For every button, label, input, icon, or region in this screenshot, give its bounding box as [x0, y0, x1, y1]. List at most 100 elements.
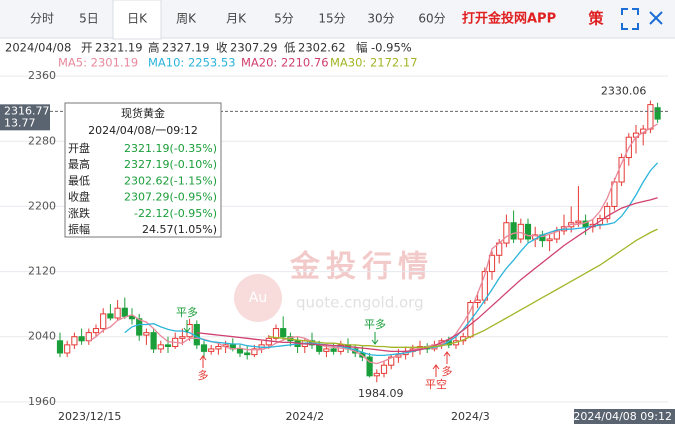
tooltip-value: 2321.19(-0.35%) — [124, 142, 217, 155]
candle-body — [200, 344, 208, 352]
candle-body — [56, 340, 64, 354]
candle-body — [388, 356, 395, 366]
x-tick-label: 2024/04/08 09:12 — [573, 410, 672, 423]
candle-body — [647, 104, 654, 130]
tab[interactable]: 5日 — [79, 12, 99, 26]
candle-body — [244, 352, 251, 356]
candle-body — [330, 348, 337, 352]
watermark: Au 金投行情 quote.cngold.org — [234, 250, 434, 322]
candle-body — [150, 332, 157, 350]
tabs: 分时 5日 日K 周K 月K 5分 15分 30分 60分 — [30, 0, 446, 40]
candle-body — [208, 348, 215, 352]
signals: 平多 多 平多 平空 多 — [176, 305, 453, 391]
info-text: 高 — [148, 41, 160, 55]
info-text: -0.95% — [371, 41, 412, 55]
candle-body — [128, 315, 136, 320]
tab[interactable]: 月K — [226, 12, 247, 26]
candle-body — [604, 205, 611, 220]
ma-line — [196, 197, 658, 353]
tooltip-value: 2327.19(-0.10%) — [124, 158, 217, 171]
info-text: 2327.19 — [162, 41, 210, 55]
tooltip-value: -22.12(-0.95%) — [134, 207, 217, 220]
candle-body — [107, 313, 114, 319]
candle-body — [92, 328, 100, 334]
signal: 平多 — [176, 305, 198, 319]
legend: MA5: 2301.19 MA10: 2253.53 MA20: 2210.76 MA… — [58, 56, 418, 70]
tooltip-value: 2307.29(-0.95%) — [124, 191, 217, 204]
tooltip-label: 振幅 — [68, 222, 90, 236]
ma-line — [124, 162, 659, 357]
legend-entry: MA30: 2172.17 — [330, 56, 418, 70]
tooltip-label: 最低 — [68, 174, 90, 187]
tab[interactable]: 5分 — [274, 12, 294, 26]
candle-body — [373, 372, 380, 377]
tooltip-label: 开盘 — [68, 141, 90, 155]
tab[interactable]: 30分 — [367, 12, 394, 26]
candle-body — [654, 107, 661, 120]
tooltip-value: 24.57(1.05%) — [142, 223, 217, 236]
candle-body — [215, 345, 222, 350]
watermark-url: quote.cngold.org — [296, 294, 424, 312]
candle-body — [143, 332, 150, 336]
crosshair-price: 2316.77 — [4, 104, 50, 117]
y-tick-label: 2200 — [28, 199, 56, 212]
legend-entry: MA20: 2210.76 — [241, 56, 329, 70]
candle-body — [618, 157, 625, 183]
watermark-title: 金投行情 — [289, 250, 434, 285]
strategy-button[interactable]: 策 — [587, 10, 604, 28]
y-tick-label: 1960 — [28, 395, 56, 408]
brand-link[interactable]: 打开金投网APP — [462, 11, 556, 27]
tooltip-title: 现货黄金 — [121, 106, 165, 120]
tooltip-value: 2302.62(-1.15%) — [124, 174, 217, 187]
tab[interactable]: 15分 — [318, 12, 345, 26]
tooltip: 现货黄金 2024/04/08/一09:12 开盘 2321.19(-0.35%) 最高… — [64, 102, 222, 238]
candle-body — [100, 313, 107, 330]
tooltip-date: 2024/04/08/一09:12 — [88, 124, 198, 137]
legend-entry: MA10: 2253.53 — [148, 56, 236, 70]
tab[interactable]: 周K — [176, 12, 197, 26]
candle-body — [64, 344, 71, 354]
candle-body — [575, 220, 582, 224]
candle-body — [251, 348, 258, 356]
candle-body — [380, 364, 388, 374]
tab[interactable]: 分时 — [30, 12, 54, 26]
candle-body — [71, 336, 78, 346]
fullscreen-icon[interactable] — [621, 8, 639, 30]
signal: 平空 — [425, 377, 447, 391]
candle-body — [323, 348, 330, 352]
signal: 多 — [198, 368, 209, 382]
x-tick-label: 2023/12/15 — [58, 410, 121, 423]
signal: 多 — [442, 364, 453, 378]
settings-icon[interactable] — [649, 11, 663, 25]
tab[interactable]: 日K — [127, 12, 148, 26]
y-tick-label: 2280 — [28, 134, 56, 147]
candle-body — [179, 336, 186, 339]
candle-body — [510, 222, 517, 240]
y-tick-label: 2040 — [28, 330, 56, 343]
tooltip-label: 收盘 — [68, 190, 90, 204]
legend-entry: MA5: 2301.19 — [58, 56, 138, 70]
candle-body — [164, 344, 172, 347]
candle-body — [121, 307, 128, 317]
y-tick-label: 2120 — [28, 265, 56, 278]
info-text: 2302.62 — [298, 41, 346, 55]
watermark-logo: Au — [249, 290, 267, 306]
candle-body — [236, 348, 244, 354]
info-text: 幅 — [356, 41, 368, 55]
signal: 平多 — [364, 317, 386, 331]
y-tick-label: 2360 — [28, 69, 56, 82]
min-label: 1984.09 — [358, 387, 404, 400]
candle-body — [524, 223, 532, 240]
tooltip-label: 涨跌 — [68, 206, 90, 220]
candle-body — [553, 230, 560, 240]
ma-line — [268, 228, 658, 348]
info-text: 收 — [216, 41, 228, 55]
candle-body — [272, 328, 280, 339]
crosshair-change: 13.77 — [4, 116, 36, 129]
tab[interactable]: 60分 — [418, 12, 445, 26]
x-cursor-box — [574, 409, 675, 424]
info-text: 2024/04/08 — [5, 41, 71, 55]
info-text: 低 — [284, 41, 296, 55]
candle-body — [85, 332, 92, 342]
